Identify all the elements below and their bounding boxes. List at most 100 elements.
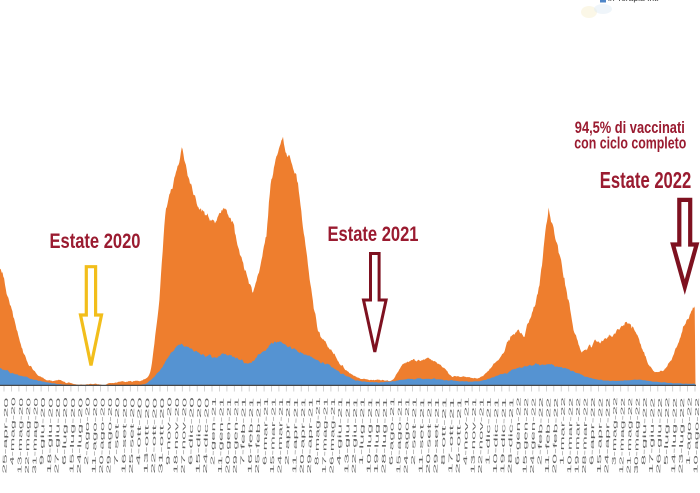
svg-text:2-ago-20: 2-ago-20 xyxy=(84,397,92,465)
svg-text:21-mag-22: 21-mag-22 xyxy=(626,398,634,474)
svg-text:6-dic-20: 6-dic-20 xyxy=(188,397,196,465)
svg-text:15-ago-21: 15-ago-21 xyxy=(396,398,404,474)
svg-text:28-dic-21: 28-dic-21 xyxy=(508,398,516,474)
svg-text:con ciclo completo: con ciclo completo xyxy=(574,134,686,152)
svg-text:2-feb-22: 2-feb-22 xyxy=(537,397,545,465)
svg-text:13-giu-21: 13-giu-21 xyxy=(344,398,352,474)
svg-text:6-ago-21: 6-ago-21 xyxy=(389,397,397,465)
svg-text:31-ott-20: 31-ott-20 xyxy=(158,398,166,474)
svg-text:19-lug-21: 19-lug-21 xyxy=(374,398,382,474)
svg-text:24-gen-22: 24-gen-22 xyxy=(530,398,538,474)
svg-text:29-set-21: 29-set-21 xyxy=(433,398,441,474)
svg-text:10-ago-22: 10-ago-22 xyxy=(693,398,700,474)
svg-text:29-ago-20: 29-ago-20 xyxy=(106,398,114,474)
svg-text:3-mag-22: 3-mag-22 xyxy=(612,397,620,465)
svg-text:10-mar-22: 10-mar-22 xyxy=(567,398,575,474)
svg-text:in Terapia Int.: in Terapia Int. xyxy=(608,0,659,3)
svg-text:25-set-20: 25-set-20 xyxy=(129,398,137,474)
svg-text:24-apr-22: 24-apr-22 xyxy=(604,398,612,474)
svg-text:6-lug-20: 6-lug-20 xyxy=(62,397,70,465)
svg-text:30-mag-22: 30-mag-22 xyxy=(634,398,642,474)
svg-text:2-set-21: 2-set-21 xyxy=(411,397,419,465)
svg-text:23-lug-22: 23-lug-22 xyxy=(678,398,686,474)
svg-text:28-mar-22: 28-mar-22 xyxy=(582,398,590,474)
svg-text:19-dic-21: 19-dic-21 xyxy=(500,398,508,474)
svg-text:94,5% di vaccinati: 94,5% di vaccinati xyxy=(575,119,685,137)
svg-text:11-ago-20: 11-ago-20 xyxy=(92,398,100,474)
svg-text:9-nov-20: 9-nov-20 xyxy=(166,397,174,465)
svg-text:9-giu-20: 9-giu-20 xyxy=(39,397,47,465)
svg-text:26-giu-22: 26-giu-22 xyxy=(656,398,664,474)
svg-text:19-mar-22: 19-mar-22 xyxy=(574,398,582,474)
svg-text:24-dic-20: 24-dic-20 xyxy=(203,398,211,474)
svg-text:15-mar-21: 15-mar-21 xyxy=(270,398,278,474)
svg-text:29-apr-21: 29-apr-21 xyxy=(307,398,315,474)
svg-text:1-ago-22: 1-ago-22 xyxy=(686,397,694,465)
svg-text:24-ago-21: 24-ago-21 xyxy=(404,398,412,474)
svg-text:17-giu-22: 17-giu-22 xyxy=(649,398,657,474)
svg-text:8-ott-21: 8-ott-21 xyxy=(441,397,449,465)
svg-text:25-apr-20: 25-apr-20 xyxy=(2,398,10,474)
svg-text:27-nov-20: 27-nov-20 xyxy=(181,398,189,474)
svg-text:5-lug-22: 5-lug-22 xyxy=(664,397,672,465)
svg-text:14-lug-22: 14-lug-22 xyxy=(671,398,679,474)
svg-text:27-giu-20: 27-giu-20 xyxy=(54,398,62,474)
svg-text:1-mar-22: 1-mar-22 xyxy=(560,397,568,465)
svg-text:11-apr-21: 11-apr-21 xyxy=(292,398,300,474)
svg-text:15-dic-20: 15-dic-20 xyxy=(196,398,204,474)
svg-text:1-dic-21: 1-dic-21 xyxy=(485,397,493,465)
svg-text:22-giu-21: 22-giu-21 xyxy=(352,398,360,474)
svg-text:Estate 2022: Estate 2022 xyxy=(600,167,692,193)
svg-text:24-mar-21: 24-mar-21 xyxy=(277,398,285,474)
svg-text:25-feb-21: 25-feb-21 xyxy=(255,398,263,474)
svg-text:13-ott-20: 13-ott-20 xyxy=(144,398,152,474)
svg-text:26-mag-21: 26-mag-21 xyxy=(329,398,337,474)
svg-text:20-feb-22: 20-feb-22 xyxy=(552,398,560,474)
svg-text:13-mag-20: 13-mag-20 xyxy=(17,398,25,474)
svg-text:4-ott-20: 4-ott-20 xyxy=(136,397,144,465)
svg-text:11-feb-22: 11-feb-22 xyxy=(545,398,553,474)
svg-text:22-ott-20: 22-ott-20 xyxy=(151,398,159,474)
svg-text:22-nov-21: 22-nov-21 xyxy=(478,398,486,474)
svg-text:17-ott-21: 17-ott-21 xyxy=(448,398,456,474)
svg-text:Estate 2020: Estate 2020 xyxy=(50,229,141,253)
svg-text:11-set-21: 11-set-21 xyxy=(418,398,426,474)
svg-text:7-feb-21: 7-feb-21 xyxy=(240,397,248,465)
svg-text:6-mar-21: 6-mar-21 xyxy=(262,397,270,465)
svg-text:4-nov-21: 4-nov-21 xyxy=(463,397,471,465)
svg-text:20-set-21: 20-set-21 xyxy=(426,398,434,474)
svg-text:6-gen-22: 6-gen-22 xyxy=(515,397,523,465)
svg-text:10-dic-21: 10-dic-21 xyxy=(493,398,501,474)
svg-text:7-set-20: 7-set-20 xyxy=(114,397,122,465)
svg-text:1-lug-21: 1-lug-21 xyxy=(359,397,367,465)
svg-text:22-mag-20: 22-mag-20 xyxy=(25,398,33,474)
svg-text:20-ago-20: 20-ago-20 xyxy=(99,398,107,474)
svg-text:8-mag-21: 8-mag-21 xyxy=(314,397,322,465)
svg-text:12-mag-22: 12-mag-22 xyxy=(619,398,627,474)
svg-text:26-ott-21: 26-ott-21 xyxy=(456,398,464,474)
svg-text:15-gen-22: 15-gen-22 xyxy=(522,398,530,474)
svg-text:15-apr-22: 15-apr-22 xyxy=(597,398,605,474)
svg-text:2-apr-21: 2-apr-21 xyxy=(285,397,293,465)
svg-text:15-lug-20: 15-lug-20 xyxy=(69,398,77,474)
svg-text:16-set-20: 16-set-20 xyxy=(121,398,129,474)
svg-text:18-giu-20: 18-giu-20 xyxy=(47,398,55,474)
svg-text:16-feb-21: 16-feb-21 xyxy=(248,398,256,474)
svg-text:4-giu-21: 4-giu-21 xyxy=(337,397,345,465)
svg-text:29-gen-21: 29-gen-21 xyxy=(233,398,241,474)
svg-text:18-nov-20: 18-nov-20 xyxy=(173,398,181,474)
svg-text:4-mag-20: 4-mag-20 xyxy=(10,397,18,465)
svg-text:Estate 2021: Estate 2021 xyxy=(328,222,419,246)
svg-text:2-gen-21: 2-gen-21 xyxy=(210,397,218,465)
svg-text:20-apr-21: 20-apr-21 xyxy=(300,398,308,474)
svg-text:6-apr-22: 6-apr-22 xyxy=(589,397,597,465)
svg-text:17-mag-21: 17-mag-21 xyxy=(322,398,330,474)
svg-text:8-giu-22: 8-giu-22 xyxy=(641,397,649,465)
svg-text:20-gen-21: 20-gen-21 xyxy=(225,398,233,474)
svg-text:11-gen-21: 11-gen-21 xyxy=(218,398,226,474)
svg-text:10-lug-21: 10-lug-21 xyxy=(366,398,374,474)
svg-text:28-lug-21: 28-lug-21 xyxy=(381,398,389,474)
svg-text:13-nov-21: 13-nov-21 xyxy=(470,398,478,474)
svg-text:24-lug-20: 24-lug-20 xyxy=(77,398,85,474)
svg-text:31-mag-20: 31-mag-20 xyxy=(32,398,40,474)
